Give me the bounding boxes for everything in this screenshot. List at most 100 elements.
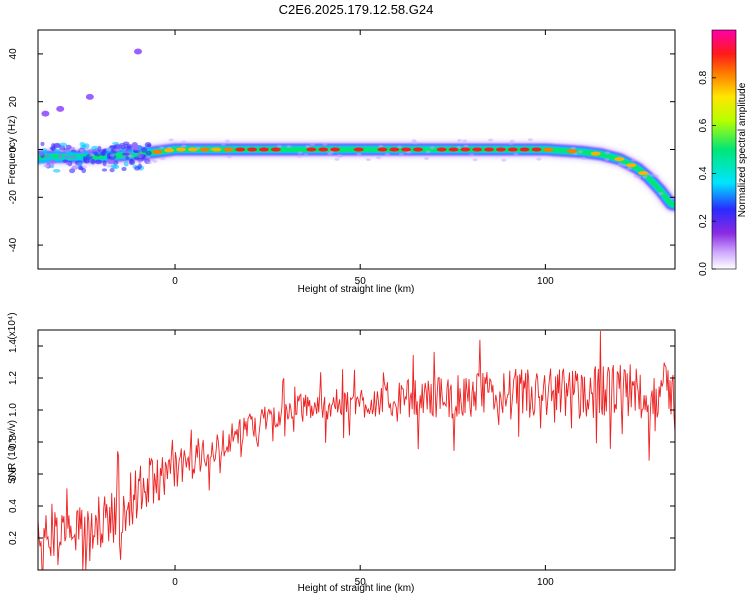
- spectrogram-y-axis-label: Frequency (Hz): [7, 116, 18, 185]
- noise-blob: [90, 158, 96, 165]
- noise-blob: [40, 158, 47, 164]
- speckle-blob: [631, 158, 637, 162]
- noise-blob: [121, 166, 127, 172]
- speckle-blob: [429, 146, 435, 150]
- speckle-blob: [181, 140, 187, 144]
- noise-blob: [113, 144, 122, 150]
- noise-blob: [107, 160, 116, 165]
- speckle-blob: [406, 150, 412, 154]
- noise-blob: [102, 160, 107, 167]
- noise-blob: [64, 154, 69, 159]
- colorbar-ticks: 0.0 0.2 0.4 0.6 0.8: [698, 70, 716, 276]
- noise-blob: [101, 168, 108, 172]
- speckle-blob: [159, 146, 165, 150]
- x-tick-label: 0: [172, 577, 178, 588]
- speckle-blob: [457, 139, 462, 142]
- y-tick-label: 0: [8, 146, 19, 152]
- noise-blob: [67, 151, 74, 158]
- outlier-blob: [56, 105, 65, 112]
- y-tick-label: 0.8: [8, 435, 19, 449]
- speckle-blob: [472, 158, 478, 162]
- noise-blob: [122, 152, 130, 156]
- x-tick-label: 50: [355, 276, 367, 287]
- hot-segment: [187, 147, 198, 152]
- noise-blob: [109, 167, 115, 173]
- colorbar-label: Normalized spectral amplitude: [737, 82, 748, 217]
- colorbar-tick-label: 0.8: [698, 70, 709, 84]
- noise-blob: [128, 159, 136, 166]
- speckle-blob: [82, 165, 87, 169]
- speckle-blob: [220, 142, 226, 146]
- x-tick-label: 0: [172, 276, 178, 287]
- noise-blob: [53, 157, 59, 162]
- speckle-blob: [59, 149, 65, 153]
- noise-blob: [49, 146, 57, 151]
- y-tick-label: 0.2: [8, 531, 19, 545]
- snr-x-ticks: 0 50 100: [172, 330, 554, 588]
- speckle-blob: [658, 192, 664, 195]
- hot-segment: [401, 147, 412, 152]
- speckle-blob: [49, 163, 55, 167]
- hot-segment: [590, 151, 601, 156]
- hot-segment: [531, 147, 542, 152]
- x-tick-label: 100: [537, 577, 554, 588]
- noise-blob: [97, 145, 102, 152]
- outlier-blob: [41, 110, 50, 117]
- speckle-blob: [322, 142, 328, 146]
- noise-blob: [62, 159, 69, 163]
- noise-blob: [65, 144, 72, 149]
- hot-segment: [472, 147, 483, 152]
- colorbar-tick-label: 0.2: [698, 214, 709, 228]
- speckle-blob: [626, 167, 632, 171]
- speckle-blob: [309, 142, 315, 146]
- figure-title: C2E6.2025.179.12.58.G24: [279, 2, 434, 17]
- noise-blob: [52, 168, 61, 173]
- colorbar-gradient: [711, 29, 737, 270]
- colorbar-tick-label: 0.4: [698, 166, 709, 180]
- speckle-blob: [425, 150, 431, 154]
- y-tick-label: 20: [8, 96, 19, 108]
- speckle-blob: [536, 157, 542, 161]
- speckle-blob: [605, 151, 610, 155]
- speckle-blob: [508, 141, 514, 145]
- noise-blob: [53, 142, 62, 148]
- y-tick-label: 1.4: [8, 339, 19, 353]
- speckle-blob: [297, 151, 303, 155]
- hot-segment: [626, 163, 637, 168]
- noise-blob: [94, 159, 103, 165]
- spectrogram-panel: 0 50 100 -40 -20 0 20 40 Height of straight li…: [7, 29, 748, 295]
- y-tick-label: 1.2: [8, 371, 19, 385]
- noise-blob: [141, 147, 147, 153]
- noise-blob: [38, 152, 45, 156]
- hot-segment: [152, 149, 163, 154]
- y-tick-label: 0.6: [8, 467, 19, 481]
- speckle-blob: [168, 138, 174, 142]
- y-tick-label: -40: [8, 237, 19, 252]
- speckle-blob: [226, 155, 232, 159]
- outlier-blob: [133, 48, 142, 55]
- speckle-blob: [653, 174, 659, 178]
- speckle-blob: [633, 174, 639, 178]
- colorbar-tick-label: 0.0: [698, 262, 709, 276]
- x-tick-label: 50: [355, 577, 367, 588]
- noise-blob: [146, 143, 152, 148]
- speckle-blob: [577, 150, 583, 154]
- hot-segment: [247, 147, 258, 152]
- snr-frame: [37, 329, 676, 571]
- speckle-blob: [604, 158, 610, 162]
- y-tick-label: 0.4: [8, 499, 19, 513]
- speckle-blob: [378, 144, 384, 148]
- snr-line: [38, 330, 675, 570]
- noise-blob: [54, 148, 60, 154]
- speckle-blob: [462, 139, 468, 143]
- noise-blob: [137, 163, 142, 170]
- colorbar-tick-label: 0.6: [698, 118, 709, 132]
- noise-blob: [145, 150, 152, 156]
- hot-segment: [377, 147, 388, 152]
- speckle-blob: [469, 153, 475, 157]
- spectrogram-y-ticks: -40 -20 0 20 40: [8, 48, 675, 252]
- hot-segment: [436, 147, 447, 152]
- speckle-blob: [329, 150, 334, 154]
- speckle-blob: [160, 157, 166, 161]
- speckle-blob: [296, 154, 302, 158]
